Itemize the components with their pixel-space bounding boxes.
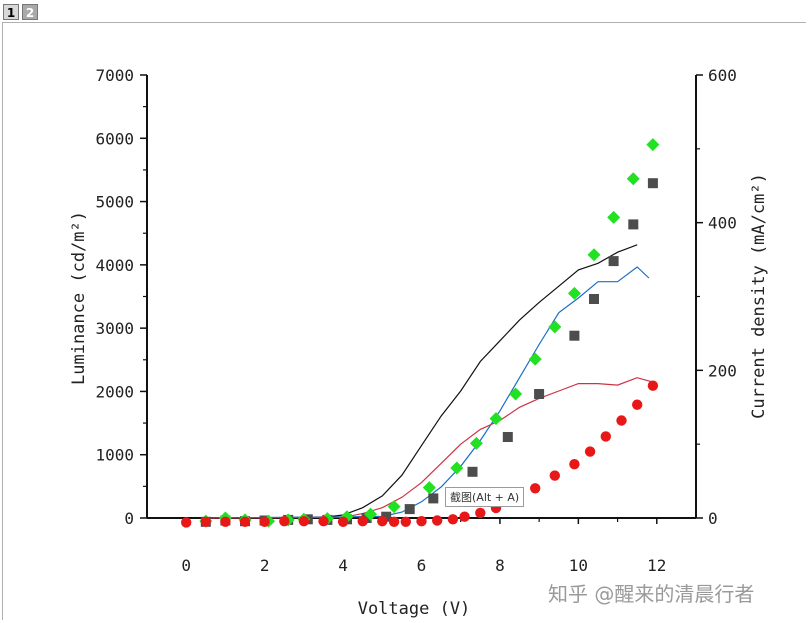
y-right-tick-label: 0	[708, 509, 718, 528]
x-tick-label: 10	[569, 556, 588, 575]
diamond-point	[587, 248, 601, 262]
circle-point	[616, 415, 627, 426]
y-right-tick-label: 200	[708, 361, 737, 380]
square-point	[628, 219, 639, 230]
diamond-point	[489, 412, 503, 426]
circle-point	[337, 516, 349, 527]
current-density-line-3	[205, 244, 638, 519]
square-point	[569, 330, 580, 341]
diamond-point	[528, 352, 542, 366]
circle-point	[181, 517, 192, 528]
axis-labels: Voltage (V) Luminance (cd/m²) Current de…	[69, 173, 769, 619]
square-point	[647, 178, 658, 189]
y-left-tick-label: 5000	[95, 193, 134, 212]
circle-point	[600, 431, 611, 442]
current-density-line-4	[205, 266, 650, 519]
y-left-tick-label: 2000	[95, 382, 134, 401]
diamond-point	[469, 436, 483, 450]
diamond-point	[646, 138, 660, 152]
circle-point	[416, 516, 427, 527]
x-tick-label: 6	[417, 556, 427, 575]
circle-point	[318, 516, 329, 527]
circle-point	[447, 514, 459, 525]
diamond-point	[387, 500, 401, 514]
current-density-lines	[205, 244, 654, 519]
x-tick-label: 0	[181, 556, 191, 575]
circle-point	[569, 459, 580, 470]
circle-point	[459, 511, 470, 522]
y-left-tick-label: 0	[124, 509, 134, 528]
y-left-tick-label: 3000	[95, 319, 134, 338]
circle-point	[279, 516, 290, 527]
circle-point	[475, 507, 486, 519]
diamond-point	[422, 481, 436, 495]
circle-point	[530, 483, 541, 494]
tab-bar: 1 2	[0, 0, 809, 22]
x-tick-label: 2	[260, 556, 270, 575]
circle-point	[632, 399, 643, 410]
tab-2[interactable]: 2	[22, 4, 38, 20]
diamond-point	[509, 387, 523, 401]
square-point	[428, 493, 439, 504]
x-tick-label: 12	[647, 556, 666, 575]
circle-point	[549, 470, 560, 481]
square-point	[381, 511, 392, 522]
diamond-point	[626, 172, 640, 186]
square-point	[608, 256, 619, 267]
diamond-point	[364, 507, 378, 521]
axes: 0100020003000400050006000700002004006000…	[95, 66, 736, 575]
circle-point	[239, 516, 251, 527]
circle-point	[432, 515, 443, 526]
square-point	[502, 432, 513, 442]
y-left-tick-label: 1000	[95, 446, 134, 465]
circle-point	[259, 516, 270, 527]
y-axis-left-title: Luminance (cd/m²)	[69, 211, 89, 385]
circle-point	[377, 516, 388, 527]
circle-point	[357, 516, 368, 527]
diamond-point	[567, 286, 581, 300]
square-point	[534, 389, 545, 399]
circle-point	[388, 516, 400, 527]
x-tick-label: 8	[495, 556, 505, 575]
square-point	[589, 294, 599, 304]
y-left-tick-label: 6000	[95, 129, 134, 148]
tab-1[interactable]: 1	[3, 4, 19, 20]
y-right-tick-label: 400	[708, 214, 737, 233]
circle-point	[647, 380, 659, 391]
circle-point	[200, 516, 211, 527]
current-density-line-5	[205, 377, 654, 519]
y-left-tick-label: 7000	[95, 66, 134, 85]
y-axis-right-title: Current density (mA/cm²)	[749, 173, 769, 419]
x-axis-title: Voltage (V)	[358, 599, 471, 619]
diamond-point	[607, 210, 621, 224]
luminance-markers	[181, 138, 660, 528]
diamond-point	[548, 320, 562, 334]
y-left-tick-label: 4000	[95, 256, 134, 275]
diamond-point	[450, 461, 464, 475]
square-point	[467, 466, 478, 477]
x-tick-label: 4	[338, 556, 348, 575]
graph-frame	[2, 22, 806, 620]
circle-point	[584, 446, 596, 457]
circle-point	[220, 516, 231, 527]
square-point	[404, 504, 415, 515]
y-right-tick-label: 600	[708, 66, 737, 85]
watermark: 知乎 @醒来的清晨行者	[548, 582, 755, 606]
circle-point	[298, 516, 310, 527]
circle-point	[400, 516, 411, 527]
screenshot-tooltip: 截图(Alt + A)	[445, 487, 525, 507]
